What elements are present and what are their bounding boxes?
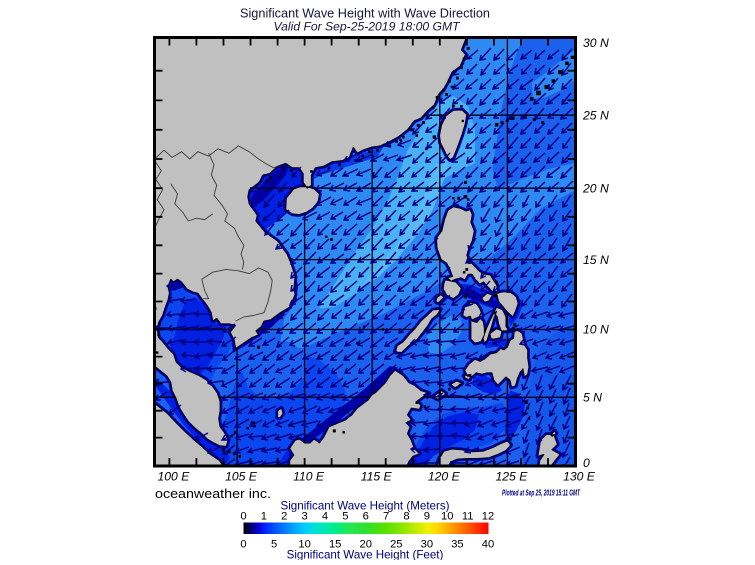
svg-text:5: 5: [342, 511, 348, 523]
svg-text:Significant Wave Height with W: Significant Wave Height with Wave Direct…: [240, 7, 490, 21]
svg-text:10: 10: [441, 511, 453, 523]
svg-text:9: 9: [424, 511, 430, 523]
svg-text:10 N: 10 N: [583, 323, 609, 337]
svg-text:15 N: 15 N: [583, 253, 609, 267]
svg-text:8: 8: [403, 511, 409, 523]
svg-text:20 N: 20 N: [582, 181, 609, 195]
svg-text:6: 6: [363, 511, 369, 523]
svg-text:Plotted at Sep 25, 2019 15:11: Plotted at Sep 25, 2019 15:11 GMT: [502, 489, 581, 498]
svg-text:3: 3: [302, 511, 308, 523]
svg-text:7: 7: [383, 511, 389, 523]
svg-text:Significant Wave Height (Feet): Significant Wave Height (Feet): [287, 549, 444, 561]
svg-text:25: 25: [390, 539, 402, 551]
svg-text:15: 15: [329, 539, 341, 551]
svg-text:11: 11: [462, 511, 474, 523]
svg-text:125 E: 125 E: [495, 470, 528, 484]
svg-text:5 N: 5 N: [583, 391, 602, 405]
svg-text:4: 4: [322, 511, 328, 523]
svg-text:35: 35: [451, 539, 463, 551]
svg-text:105 E: 105 E: [225, 470, 258, 484]
svg-text:0: 0: [240, 511, 246, 523]
svg-text:10: 10: [298, 539, 310, 551]
svg-text:12: 12: [482, 511, 494, 523]
svg-text:oceanweather inc.: oceanweather inc.: [155, 486, 271, 501]
svg-text:Significant Wave Height (Meter: Significant Wave Height (Meters): [280, 500, 449, 513]
svg-text:0: 0: [240, 539, 246, 551]
svg-text:5: 5: [271, 539, 277, 551]
svg-text:130 E: 130 E: [563, 470, 596, 484]
svg-text:20: 20: [360, 539, 372, 551]
svg-text:30 N: 30 N: [583, 36, 609, 50]
svg-text:2: 2: [281, 511, 287, 523]
svg-text:Valid For Sep-25-2019 18:00 GM: Valid For Sep-25-2019 18:00 GMT: [274, 20, 462, 34]
svg-text:100 E: 100 E: [157, 470, 190, 484]
svg-text:40: 40: [482, 539, 494, 551]
svg-text:25 N: 25 N: [582, 108, 609, 122]
svg-text:30: 30: [421, 539, 433, 551]
svg-text:120 E: 120 E: [428, 470, 461, 484]
svg-text:110 E: 110 E: [293, 470, 325, 484]
svg-text:115 E: 115 E: [361, 470, 393, 484]
svg-text:0: 0: [583, 456, 590, 470]
svg-text:1: 1: [261, 511, 267, 523]
